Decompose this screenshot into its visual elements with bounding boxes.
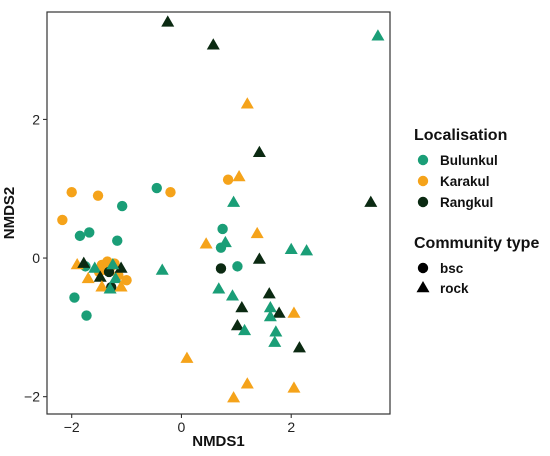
point-bulunkul-bsc-25: [232, 261, 243, 272]
legend-label-bulunkul: Bulunkul: [440, 153, 498, 168]
x-tick-label-2: 2: [287, 419, 295, 435]
point-bulunkul-bsc-6: [112, 235, 123, 246]
point-rangkul-rock-40: [252, 252, 266, 264]
y-tick-label-0: −2: [24, 389, 40, 405]
x-tick-label-1: 0: [178, 419, 186, 435]
point-karakul-rock-61: [287, 306, 301, 318]
legend-title-localisation: Localisation: [414, 127, 507, 144]
point-bulunkul-bsc-4: [84, 227, 95, 238]
point-rangkul-bsc-26: [215, 263, 227, 274]
point-rangkul-bsc-20: [103, 266, 115, 278]
point-bulunkul-rock-62: [263, 309, 277, 322]
point-karakul-rock-36: [199, 237, 213, 249]
plot-area: [46, 11, 391, 415]
point-karakul-bsc-8: [165, 187, 176, 198]
point-bulunkul-bsc-7: [151, 182, 162, 194]
y-tick-label-1: 0: [32, 250, 40, 266]
point-bulunkul-bsc-3: [74, 230, 86, 242]
points-layer: [57, 15, 385, 403]
point-bulunkul-rock-63: [269, 325, 283, 337]
point-karakul-rock-32: [232, 169, 246, 182]
x-tick-label-0: −2: [64, 419, 80, 435]
point-bulunkul-rock-44: [88, 261, 102, 273]
legend-label-rangkul: Rangkul: [440, 195, 493, 210]
point-karakul-rock-43: [81, 271, 95, 284]
point-rangkul-rock-42: [77, 256, 91, 268]
point-bulunkul-rock-34: [227, 195, 241, 207]
point-karakul-rock-49: [114, 280, 128, 292]
point-karakul-bsc-19: [121, 275, 132, 286]
point-bulunkul-rock-59: [263, 300, 277, 313]
legend-key-bsc: [417, 262, 429, 274]
point-bulunkul-bsc-9: [69, 292, 80, 303]
point-bulunkul-rock-53: [212, 282, 226, 294]
point-bulunkul-rock-54: [225, 289, 239, 301]
point-bulunkul-rock-64: [268, 335, 282, 347]
point-rangkul-rock-33: [364, 195, 378, 207]
point-karakul-rock-46: [95, 280, 109, 292]
legend-label-rock: rock: [440, 281, 469, 296]
point-bulunkul-rock-37: [218, 235, 232, 248]
point-rangkul-rock-60: [272, 306, 286, 318]
point-bulunkul-rock-47: [103, 282, 117, 294]
point-rangkul-rock-31: [252, 145, 266, 157]
point-bulunkul-bsc-10: [81, 310, 92, 321]
legend-key-bulunkul: [417, 154, 429, 166]
point-bulunkul-rock-29: [371, 29, 385, 41]
point-bulunkul-rock-48: [109, 271, 123, 284]
y-axis-title: NMDS2: [1, 187, 18, 240]
point-karakul-rock-35: [250, 226, 264, 239]
point-bulunkul-rock-51: [106, 258, 120, 270]
point-bulunkul-rock-39: [300, 244, 314, 256]
legend-title-community-type: Community type: [414, 235, 539, 252]
point-karakul-rock-30: [240, 97, 254, 109]
point-rangkul-rock-56: [230, 318, 244, 331]
point-karakul-bsc-22: [222, 174, 234, 185]
point-karakul-bsc-0: [57, 214, 68, 226]
point-bulunkul-bsc-23: [217, 223, 228, 235]
point-bulunkul-bsc-5: [116, 200, 128, 212]
x-axis: −2 0 2: [64, 414, 295, 435]
point-karakul-rock-68: [227, 391, 241, 403]
y-tick-label-2: 2: [32, 111, 40, 127]
y-axis: −2 0 2: [24, 111, 47, 405]
point-karakul-bsc-1: [66, 187, 77, 198]
point-karakul-rock-66: [180, 351, 194, 363]
point-karakul-rock-69: [287, 381, 301, 393]
point-rangkul-rock-45: [93, 270, 107, 282]
legend-key-karakul: [417, 175, 429, 187]
legend-key-rangkul: [417, 196, 429, 208]
legend: Localisation Bulunkul Karakul Rangkul Commun…: [414, 127, 539, 296]
x-axis-title: NMDS1: [192, 433, 245, 450]
point-karakul-rock-67: [240, 377, 254, 389]
point-rangkul-rock-55: [235, 300, 249, 313]
point-karakul-bsc-2: [92, 190, 104, 201]
legend-label-bsc: bsc: [440, 261, 464, 276]
point-bulunkul-rock-52: [155, 263, 169, 275]
point-bulunkul-rock-57: [238, 323, 252, 336]
legend-key-rock: [416, 281, 430, 293]
point-rangkul-rock-58: [262, 287, 276, 299]
point-rangkul-rock-65: [292, 341, 306, 353]
plot-frame: [46, 11, 391, 415]
plot-background: [47, 12, 390, 414]
point-bulunkul-rock-38: [284, 242, 298, 255]
legend-label-karakul: Karakul: [440, 174, 490, 189]
point-rangkul-rock-50: [114, 261, 128, 273]
point-rangkul-rock-28: [206, 38, 220, 50]
point-rangkul-rock-27: [161, 15, 175, 27]
